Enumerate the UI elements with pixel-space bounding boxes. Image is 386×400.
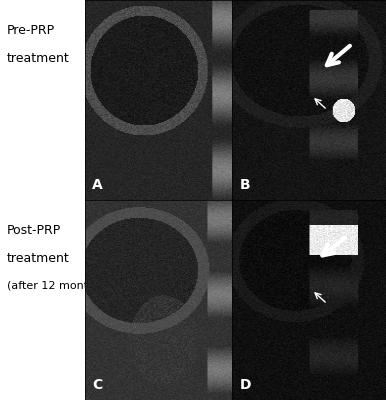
Text: treatment: treatment xyxy=(7,252,69,265)
Text: D: D xyxy=(239,378,251,392)
Text: treatment: treatment xyxy=(7,52,69,65)
Text: B: B xyxy=(239,178,250,192)
Text: A: A xyxy=(92,178,103,192)
Text: C: C xyxy=(92,378,103,392)
Text: Pre-PRP: Pre-PRP xyxy=(7,24,55,37)
Text: (after 12 months): (after 12 months) xyxy=(7,280,105,290)
Text: Post-PRP: Post-PRP xyxy=(7,224,61,237)
